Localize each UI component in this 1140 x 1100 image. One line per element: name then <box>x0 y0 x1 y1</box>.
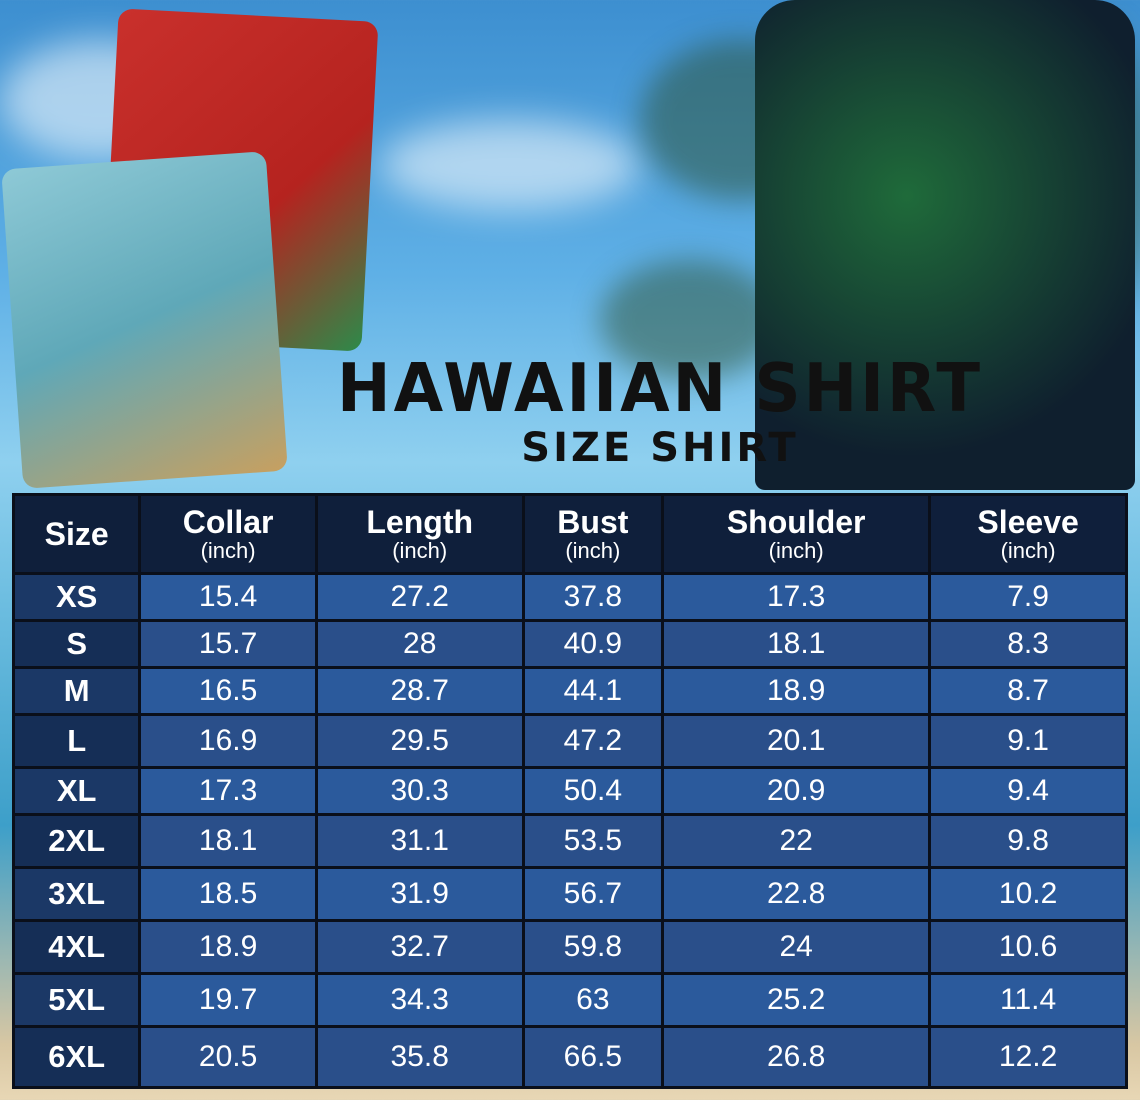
measurement-cell: 9.4 <box>928 766 1128 816</box>
table-row: 3XL 18.5 31.9 56.7 22.8 10.2 <box>11 866 1128 922</box>
measurement-cell: 22.8 <box>661 866 932 922</box>
measurement-cell: 11.4 <box>928 972 1128 1028</box>
measurement-cell: 9.1 <box>928 713 1128 769</box>
measurement-cell: 59.8 <box>521 919 665 975</box>
measurement-cell: 63 <box>521 972 665 1028</box>
measurement-cell: 26.8 <box>661 1025 932 1089</box>
page-subtitle: SIZE SHIRT <box>521 425 799 471</box>
size-cell: 6XL <box>11 1025 142 1089</box>
column-label: Collar <box>182 504 274 540</box>
measurement-cell: 8.3 <box>928 619 1128 669</box>
measurement-cell: 17.3 <box>138 766 318 816</box>
measurement-cell: 19.7 <box>138 972 318 1028</box>
table-row: S 15.7 28 40.9 18.1 8.3 <box>11 619 1128 669</box>
measurement-cell: 18.1 <box>138 813 318 869</box>
measurement-cell: 20.1 <box>661 713 932 769</box>
measurement-cell: 24 <box>661 919 932 975</box>
measurement-cell: 34.3 <box>314 972 525 1028</box>
measurement-cell: 37.8 <box>521 572 665 622</box>
size-cell: S <box>11 619 142 669</box>
size-cell: M <box>11 666 142 716</box>
measurement-cell: 47.2 <box>521 713 665 769</box>
column-header-sleeve: Sleeve (inch) <box>928 493 1128 575</box>
measurement-cell: 50.4 <box>521 766 665 816</box>
palm-tree <box>600 260 780 380</box>
cloud <box>380 120 640 210</box>
column-unit: (inch) <box>200 538 256 563</box>
measurement-cell: 66.5 <box>521 1025 665 1089</box>
measurement-cell: 40.9 <box>521 619 665 669</box>
measurement-cell: 27.2 <box>314 572 525 622</box>
measurement-cell: 20.9 <box>661 766 932 816</box>
measurement-cell: 7.9 <box>928 572 1128 622</box>
column-header-size: Size <box>11 493 142 575</box>
column-unit: (inch) <box>1000 538 1056 563</box>
size-cell: XL <box>11 766 142 816</box>
measurement-cell: 22 <box>661 813 932 869</box>
measurement-cell: 53.5 <box>521 813 665 869</box>
measurement-cell: 28 <box>314 619 525 669</box>
measurement-cell: 18.5 <box>138 866 318 922</box>
column-unit: (inch) <box>392 538 448 563</box>
table-row: L 16.9 29.5 47.2 20.1 9.1 <box>11 713 1128 769</box>
column-label: Shoulder <box>726 504 866 540</box>
measurement-cell: 10.6 <box>928 919 1128 975</box>
measurement-cell: 8.7 <box>928 666 1128 716</box>
table-row: 5XL 19.7 34.3 63 25.2 11.4 <box>11 972 1128 1028</box>
measurement-cell: 12.2 <box>928 1025 1128 1089</box>
column-header-collar: Collar (inch) <box>138 493 318 575</box>
measurement-cell: 32.7 <box>314 919 525 975</box>
table-row: M 16.5 28.7 44.1 18.9 8.7 <box>11 666 1128 716</box>
size-cell: XS <box>11 572 142 622</box>
measurement-cell: 15.7 <box>138 619 318 669</box>
size-cell: 4XL <box>11 919 142 975</box>
measurement-cell: 56.7 <box>521 866 665 922</box>
column-label: Sleeve <box>977 504 1079 540</box>
column-header-bust: Bust (inch) <box>521 493 665 575</box>
column-unit: (inch) <box>768 538 824 563</box>
measurement-cell: 28.7 <box>314 666 525 716</box>
model-wearing-flamingo-shirt-image <box>755 0 1135 490</box>
measurement-cell: 10.2 <box>928 866 1128 922</box>
table-row: 4XL 18.9 32.7 59.8 24 10.6 <box>11 919 1128 975</box>
page-title: HAWAIIAN SHIRT <box>337 350 983 428</box>
measurement-cell: 18.9 <box>661 666 932 716</box>
measurement-cell: 31.1 <box>314 813 525 869</box>
column-label: Length <box>366 504 474 540</box>
measurement-cell: 16.9 <box>138 713 318 769</box>
measurement-cell: 20.5 <box>138 1025 318 1089</box>
size-cell: L <box>11 713 142 769</box>
column-header-length: Length (inch) <box>314 493 525 575</box>
column-header-shoulder: Shoulder (inch) <box>661 493 932 575</box>
size-cell: 5XL <box>11 972 142 1028</box>
column-label: Size <box>44 516 109 552</box>
measurement-cell: 29.5 <box>314 713 525 769</box>
size-cell: 3XL <box>11 866 142 922</box>
measurement-cell: 15.4 <box>138 572 318 622</box>
size-chart-table: Size Collar (inch) Length (inch) Bust (inch) Sh… <box>11 493 1128 1089</box>
measurement-cell: 17.3 <box>661 572 932 622</box>
measurement-cell: 30.3 <box>314 766 525 816</box>
column-label: Bust <box>557 504 629 540</box>
measurement-cell: 35.8 <box>314 1025 525 1089</box>
measurement-cell: 9.8 <box>928 813 1128 869</box>
table-row: XL 17.3 30.3 50.4 20.9 9.4 <box>11 766 1128 816</box>
measurement-cell: 25.2 <box>661 972 932 1028</box>
measurement-cell: 44.1 <box>521 666 665 716</box>
measurement-cell: 16.5 <box>138 666 318 716</box>
measurement-cell: 18.1 <box>661 619 932 669</box>
size-cell: 2XL <box>11 813 142 869</box>
table-row: 6XL 20.5 35.8 66.5 26.8 12.2 <box>11 1025 1128 1089</box>
column-unit: (inch) <box>565 538 621 563</box>
measurement-cell: 31.9 <box>314 866 525 922</box>
table-header-row: Size Collar (inch) Length (inch) Bust (inch) Sh… <box>11 493 1128 575</box>
table-row: 2XL 18.1 31.1 53.5 22 9.8 <box>11 813 1128 869</box>
table-row: XS 15.4 27.2 37.8 17.3 7.9 <box>11 572 1128 622</box>
measurement-cell: 18.9 <box>138 919 318 975</box>
